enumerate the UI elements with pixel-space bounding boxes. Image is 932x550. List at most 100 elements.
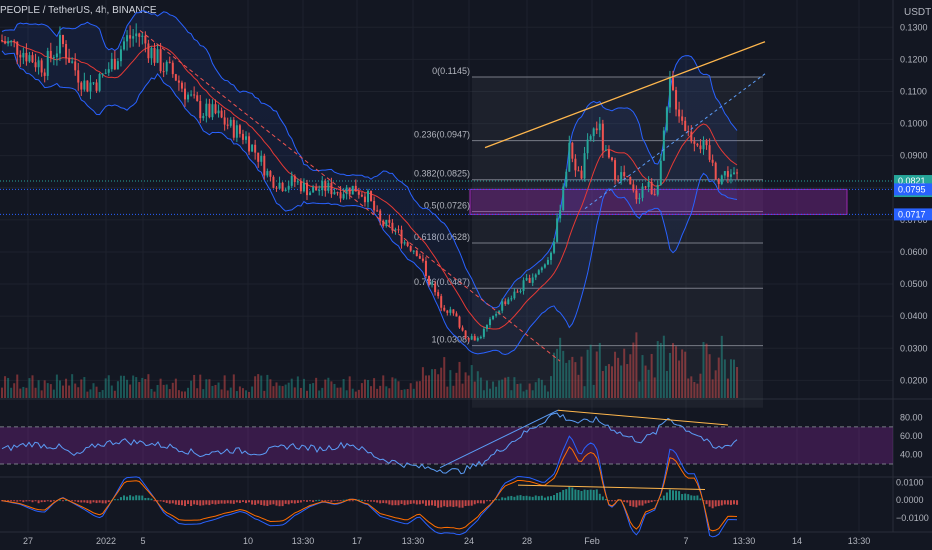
volume-bar-85: [260, 375, 263, 398]
volume-bar-157: [479, 377, 482, 398]
macd-hist-151: [461, 500, 464, 508]
candle-body-28: [86, 80, 89, 92]
volume-bar-169: [516, 383, 519, 398]
macd-hist-193: [589, 489, 592, 501]
macd-hist-240: [733, 500, 735, 505]
volume-bar-226: [690, 376, 693, 398]
candle-body-39: [119, 49, 122, 62]
macd-hist-79: [241, 500, 244, 502]
volume-bar-232: [708, 354, 711, 398]
price-tick-4: 0.0900: [900, 151, 928, 161]
volume-bar-96: [293, 387, 296, 398]
macd-hist-39: [119, 497, 122, 501]
candle-body-30: [92, 82, 95, 84]
macd-hist-226: [690, 495, 693, 501]
candle-body-162: [495, 314, 498, 316]
candle-body-211: [644, 186, 647, 188]
volume-bar-104: [318, 390, 321, 398]
macd-hist-40: [123, 495, 125, 501]
candle-body-188: [574, 158, 577, 171]
macd-hist-233: [711, 500, 714, 509]
time-tick-0: 27: [23, 536, 33, 546]
volume-bar-11: [34, 387, 37, 398]
volume-bar-198: [604, 365, 607, 398]
volume-bar-56: [171, 382, 174, 398]
macd-hist-97: [296, 500, 299, 503]
candle-body-167: [510, 298, 513, 300]
macd-hist-227: [693, 495, 696, 501]
candle-body-88: [269, 171, 272, 177]
volume-bar-212: [647, 369, 650, 398]
macd-hist-228: [696, 495, 699, 501]
candle-body-151: [461, 327, 464, 331]
candle-body-68: [208, 103, 211, 118]
macd-hist-220: [672, 490, 674, 501]
macd-hist-124: [379, 500, 382, 504]
macd-hist-172: [525, 495, 528, 501]
macd-hist-168: [513, 496, 516, 501]
candle-body-8: [25, 52, 28, 62]
rsi-tick-0: 80.00: [900, 413, 923, 423]
candle-body-3: [10, 40, 13, 42]
time-tick-3: 10: [243, 536, 253, 546]
volume-bar-45: [138, 382, 141, 398]
volume-bar-68: [208, 379, 211, 398]
macd-hist-7: [22, 500, 25, 503]
time-tick-9: Feb: [584, 536, 600, 546]
candle-body-113: [345, 187, 348, 195]
volume-bar-153: [467, 375, 470, 398]
volume-bar-107: [327, 377, 330, 398]
macd-hist-75: [229, 500, 232, 504]
macd-hist-171: [522, 496, 525, 501]
volume-bar-111: [339, 387, 342, 398]
volume-bar-24: [74, 383, 77, 398]
volume-bar-233: [711, 379, 714, 398]
volume-bar-145: [443, 357, 446, 398]
macd-hist-136: [415, 500, 418, 505]
macd-hist-49: [150, 498, 153, 501]
macd-hist-210: [641, 500, 644, 506]
candle-body-29: [89, 82, 92, 92]
volume-bar-36: [110, 385, 113, 398]
candle-body-16: [49, 50, 52, 58]
volume-bar-114: [348, 376, 351, 398]
macd-hist-191: [583, 489, 586, 501]
candle-body-51: [156, 49, 159, 63]
candle-body-103: [315, 186, 318, 191]
volume-bar-123: [376, 388, 379, 398]
macd-hist-111: [339, 500, 342, 502]
macd-hist-83: [254, 500, 257, 505]
volume-bar-140: [428, 375, 430, 398]
macd-hist-90: [275, 500, 278, 506]
macd-hist-58: [177, 500, 180, 505]
macd-hist-20: [62, 500, 64, 502]
macd-hist-47: [144, 497, 147, 501]
volume-bar-201: [614, 351, 617, 398]
candle-body-224: [684, 120, 687, 132]
macd-hist-6: [19, 500, 22, 502]
macd-hist-82: [251, 500, 254, 505]
candle-body-164: [501, 301, 504, 311]
candle-body-178: [543, 264, 546, 268]
volume-bar-81: [248, 391, 251, 398]
volume-bar-28: [86, 391, 89, 398]
macd-hist-29: [89, 500, 92, 504]
candle-body-53: [162, 71, 165, 73]
macd-hist-34: [104, 500, 107, 504]
volume-bar-57: [174, 378, 177, 398]
candle-body-10: [31, 55, 34, 63]
volume-bar-213: [650, 353, 653, 398]
candle-body-25: [77, 70, 80, 83]
volume-bar-150: [458, 361, 461, 398]
candle-body-213: [650, 182, 653, 195]
volume-bar-92: [281, 386, 284, 398]
candle-body-27: [83, 80, 86, 90]
macd-hist-186: [568, 486, 571, 501]
macd-hist-13: [40, 500, 43, 503]
time-tick-2: 5: [140, 536, 145, 546]
macd-hist-105: [321, 500, 324, 502]
time-tick-7: 24: [464, 536, 474, 546]
macd-hist-135: [412, 500, 415, 504]
macd-hist-74: [226, 500, 229, 504]
